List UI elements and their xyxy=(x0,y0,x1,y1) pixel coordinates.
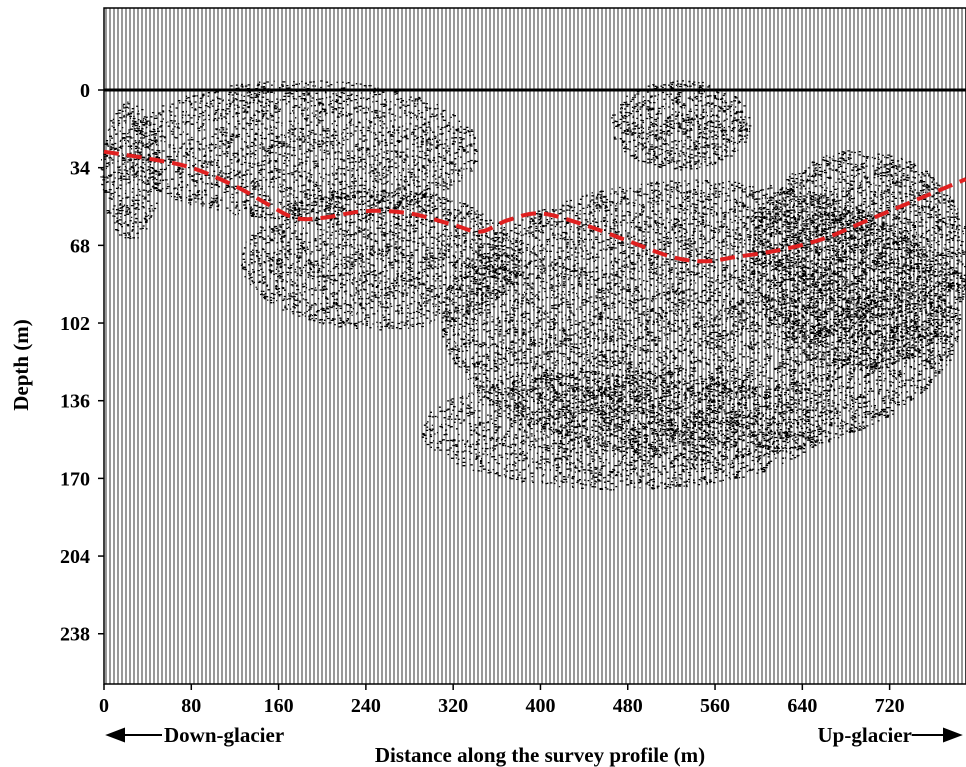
x-tick-label: 320 xyxy=(438,695,468,717)
plot-frame xyxy=(103,7,966,685)
right-arrow-icon xyxy=(912,727,963,743)
up-glacier-annotation: Up-glacier xyxy=(818,723,963,747)
y-tick-label: 170 xyxy=(60,468,90,490)
x-axis: 0 80 160 240 320 400 480 560 640 720 xyxy=(99,684,905,717)
down-glacier-label: Down-glacier xyxy=(164,723,284,747)
left-arrow-icon xyxy=(105,727,162,743)
interface-line xyxy=(103,149,966,264)
down-glacier-annotation: Down-glacier xyxy=(105,723,284,747)
y-tick-label: 0 xyxy=(80,80,90,102)
x-tick-label: 400 xyxy=(525,695,555,717)
trace-lines xyxy=(105,8,963,684)
y-tick-label: 238 xyxy=(60,624,90,646)
x-tick-label: 560 xyxy=(700,695,730,717)
x-tick-label: 0 xyxy=(99,695,109,717)
noise-marks xyxy=(100,80,966,491)
y-tick-label: 34 xyxy=(70,158,90,180)
x-tick-label: 240 xyxy=(351,695,381,717)
up-glacier-label: Up-glacier xyxy=(818,723,912,747)
x-tick-label: 80 xyxy=(181,695,201,717)
y-tick-label: 204 xyxy=(60,546,90,568)
x-tick-label: 160 xyxy=(264,695,294,717)
x-axis-title: Distance along the survey profile (m) xyxy=(375,743,705,767)
y-tick-label: 136 xyxy=(60,391,90,413)
x-tick-label: 480 xyxy=(613,695,643,717)
y-tick-label: 102 xyxy=(60,313,90,335)
y-tick-label: 68 xyxy=(70,235,90,257)
noise-layer xyxy=(100,80,966,491)
y-axis-title: Depth (m) xyxy=(9,319,33,411)
y-axis: 0 34 68 102 136 170 204 238 xyxy=(60,80,104,646)
x-tick-label: 720 xyxy=(875,695,905,717)
x-tick-label: 640 xyxy=(787,695,817,717)
